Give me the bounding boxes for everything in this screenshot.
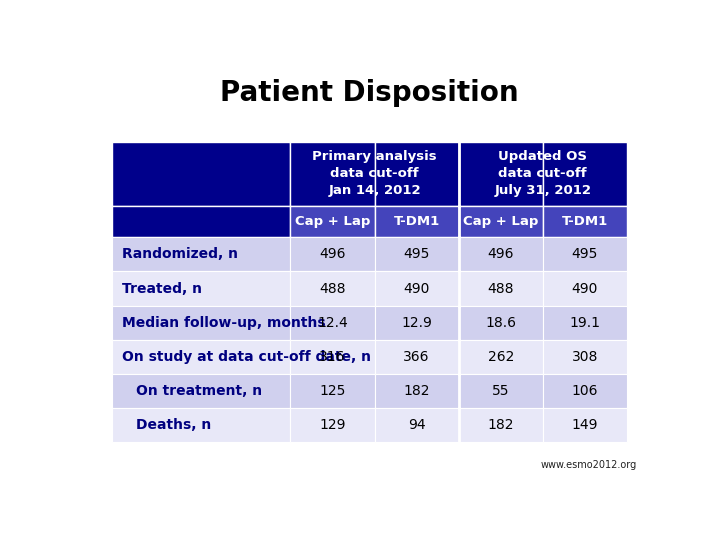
FancyBboxPatch shape bbox=[112, 272, 290, 306]
Text: 12.4: 12.4 bbox=[317, 315, 348, 329]
FancyBboxPatch shape bbox=[459, 141, 543, 206]
FancyBboxPatch shape bbox=[290, 408, 374, 442]
FancyBboxPatch shape bbox=[290, 206, 374, 238]
FancyBboxPatch shape bbox=[374, 408, 459, 442]
Text: 366: 366 bbox=[403, 350, 430, 364]
FancyBboxPatch shape bbox=[459, 408, 543, 442]
FancyBboxPatch shape bbox=[290, 340, 374, 374]
Text: Primary analysis
data cut-off
Jan 14, 2012: Primary analysis data cut-off Jan 14, 20… bbox=[312, 151, 437, 198]
Text: 496: 496 bbox=[319, 247, 346, 261]
Text: On study at data cut-off date, n: On study at data cut-off date, n bbox=[122, 350, 372, 364]
Text: Deaths, n: Deaths, n bbox=[136, 418, 212, 432]
FancyBboxPatch shape bbox=[459, 272, 543, 306]
Text: 18.6: 18.6 bbox=[485, 315, 516, 329]
FancyBboxPatch shape bbox=[374, 340, 459, 374]
FancyBboxPatch shape bbox=[543, 206, 627, 238]
FancyBboxPatch shape bbox=[290, 272, 374, 306]
Text: 488: 488 bbox=[487, 281, 514, 295]
Text: Treated, n: Treated, n bbox=[122, 281, 202, 295]
FancyBboxPatch shape bbox=[543, 238, 627, 272]
FancyBboxPatch shape bbox=[374, 206, 459, 238]
FancyBboxPatch shape bbox=[459, 306, 543, 340]
Text: 490: 490 bbox=[403, 281, 430, 295]
Text: 490: 490 bbox=[572, 281, 598, 295]
FancyBboxPatch shape bbox=[112, 306, 290, 340]
Text: T-DM1: T-DM1 bbox=[562, 215, 608, 228]
FancyBboxPatch shape bbox=[543, 141, 627, 206]
FancyBboxPatch shape bbox=[543, 408, 627, 442]
Text: 129: 129 bbox=[319, 418, 346, 432]
FancyBboxPatch shape bbox=[112, 374, 290, 408]
FancyBboxPatch shape bbox=[112, 206, 290, 238]
Text: 496: 496 bbox=[487, 247, 514, 261]
FancyBboxPatch shape bbox=[290, 374, 374, 408]
Text: Updated OS
data cut-off
July 31, 2012: Updated OS data cut-off July 31, 2012 bbox=[495, 151, 591, 198]
FancyBboxPatch shape bbox=[374, 141, 459, 206]
Text: Randomized, n: Randomized, n bbox=[122, 247, 238, 261]
Text: 495: 495 bbox=[572, 247, 598, 261]
FancyBboxPatch shape bbox=[459, 238, 543, 272]
FancyBboxPatch shape bbox=[459, 206, 543, 238]
Text: Patient Disposition: Patient Disposition bbox=[220, 79, 518, 107]
FancyBboxPatch shape bbox=[290, 141, 374, 206]
Text: 316: 316 bbox=[319, 350, 346, 364]
Text: 182: 182 bbox=[487, 418, 514, 432]
Text: www.esmo2012.org: www.esmo2012.org bbox=[541, 460, 637, 470]
Text: 308: 308 bbox=[572, 350, 598, 364]
FancyBboxPatch shape bbox=[112, 408, 290, 442]
FancyBboxPatch shape bbox=[374, 272, 459, 306]
Text: Cap + Lap: Cap + Lap bbox=[463, 215, 539, 228]
FancyBboxPatch shape bbox=[543, 374, 627, 408]
Text: 55: 55 bbox=[492, 384, 510, 398]
Text: Median follow-up, months: Median follow-up, months bbox=[122, 315, 326, 329]
FancyBboxPatch shape bbox=[459, 340, 543, 374]
FancyBboxPatch shape bbox=[112, 340, 290, 374]
FancyBboxPatch shape bbox=[543, 340, 627, 374]
Text: On treatment, n: On treatment, n bbox=[136, 384, 262, 398]
FancyBboxPatch shape bbox=[290, 306, 374, 340]
FancyBboxPatch shape bbox=[112, 141, 290, 206]
Text: 182: 182 bbox=[403, 384, 430, 398]
Text: 149: 149 bbox=[572, 418, 598, 432]
Text: T-DM1: T-DM1 bbox=[393, 215, 440, 228]
Text: 125: 125 bbox=[319, 384, 346, 398]
Text: Cap + Lap: Cap + Lap bbox=[294, 215, 370, 228]
FancyBboxPatch shape bbox=[374, 238, 459, 272]
Text: 19.1: 19.1 bbox=[570, 315, 600, 329]
Text: 495: 495 bbox=[403, 247, 430, 261]
FancyBboxPatch shape bbox=[543, 272, 627, 306]
Text: 94: 94 bbox=[408, 418, 426, 432]
FancyBboxPatch shape bbox=[112, 238, 290, 272]
Text: 488: 488 bbox=[319, 281, 346, 295]
Text: 106: 106 bbox=[572, 384, 598, 398]
FancyBboxPatch shape bbox=[374, 374, 459, 408]
Text: 12.9: 12.9 bbox=[401, 315, 432, 329]
Text: 262: 262 bbox=[487, 350, 514, 364]
FancyBboxPatch shape bbox=[459, 374, 543, 408]
FancyBboxPatch shape bbox=[374, 306, 459, 340]
FancyBboxPatch shape bbox=[543, 306, 627, 340]
FancyBboxPatch shape bbox=[290, 238, 374, 272]
